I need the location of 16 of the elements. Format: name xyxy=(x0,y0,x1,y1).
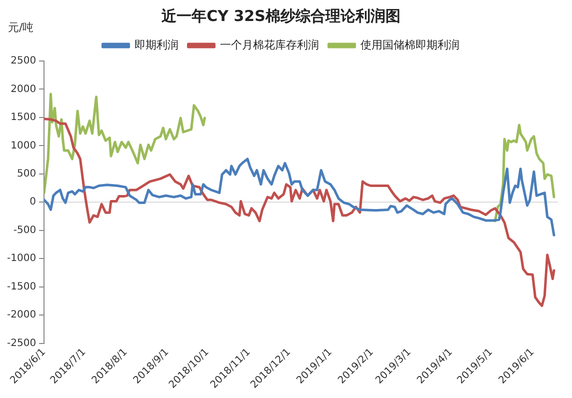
y-tick-label: -2500 xyxy=(6,338,36,349)
y-tick-label: -2000 xyxy=(6,310,36,321)
y-tick-label: 500 xyxy=(16,168,36,180)
y-tick-label: 2000 xyxy=(10,84,36,95)
y-tick-label: 2500 xyxy=(10,56,36,67)
y-axis-title: 元/吨 xyxy=(8,20,34,35)
y-tick-label: -1500 xyxy=(6,281,36,292)
chart-title: 近一年CY 32S棉纱综合理论利润图 xyxy=(160,6,400,25)
y-tick-label: 1000 xyxy=(10,140,36,152)
y-tick-label: 1500 xyxy=(10,112,36,124)
y-tick-label: 0 xyxy=(30,196,36,208)
y-tick-label: -1000 xyxy=(6,253,36,264)
y-tick-label: -500 xyxy=(13,224,36,236)
legend-label: 一个月棉花库存利润 xyxy=(220,38,319,52)
legend-label: 使用国储棉即期利润 xyxy=(360,38,460,52)
legend-label: 即期利润 xyxy=(134,38,178,52)
